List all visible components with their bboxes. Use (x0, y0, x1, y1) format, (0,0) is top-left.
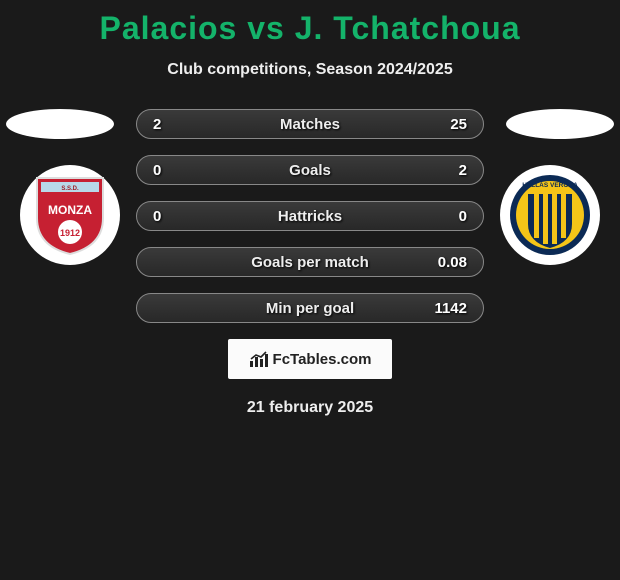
stat-right-value: 2 (427, 162, 467, 179)
subtitle: Club competitions, Season 2024/2025 (0, 61, 620, 79)
stat-left-value: 2 (153, 116, 193, 133)
stat-row-matches: 2 Matches 25 (136, 109, 484, 139)
stat-label: Hattricks (278, 208, 342, 225)
stat-label: Goals (289, 162, 331, 179)
stat-right-value: 1142 (427, 300, 467, 317)
left-team-badge: S.S.D. MONZA 1912 (20, 165, 120, 265)
svg-text:HELLAS VERONA: HELLAS VERONA (522, 182, 578, 189)
brand-box: FcTables.com (228, 339, 392, 379)
stat-row-goals: 0 Goals 2 (136, 155, 484, 185)
right-team-badge: HELLAS VERONA (500, 165, 600, 265)
svg-text:1912: 1912 (60, 228, 80, 238)
page-title: Palacios vs J. Tchatchoua (0, 0, 620, 47)
left-ellipse (6, 109, 114, 139)
stat-label: Matches (280, 116, 340, 133)
monza-crest-icon: S.S.D. MONZA 1912 (27, 172, 113, 258)
brand-text: FcTables.com (273, 351, 372, 368)
stat-row-hattricks: 0 Hattricks 0 (136, 201, 484, 231)
stat-right-value: 25 (427, 116, 467, 133)
comparison-panel: S.S.D. MONZA 1912 HELLAS VERONA 2 Matche… (0, 109, 620, 417)
date-text: 21 february 2025 (0, 399, 620, 417)
stat-label: Min per goal (266, 300, 354, 317)
right-ellipse (506, 109, 614, 139)
stat-row-gpm: Goals per match 0.08 (136, 247, 484, 277)
svg-text:MONZA: MONZA (48, 203, 92, 217)
stat-left-value: 0 (153, 208, 193, 225)
stat-right-value: 0 (427, 208, 467, 225)
chart-icon (249, 350, 269, 368)
stat-row-mpg: Min per goal 1142 (136, 293, 484, 323)
stat-left-value: 0 (153, 162, 193, 179)
stat-label: Goals per match (251, 254, 369, 271)
stat-rows: 2 Matches 25 0 Goals 2 0 Hattricks 0 Goa… (136, 109, 484, 323)
stat-right-value: 0.08 (427, 254, 467, 271)
verona-crest-icon: HELLAS VERONA (507, 172, 593, 258)
svg-text:S.S.D.: S.S.D. (61, 186, 79, 192)
